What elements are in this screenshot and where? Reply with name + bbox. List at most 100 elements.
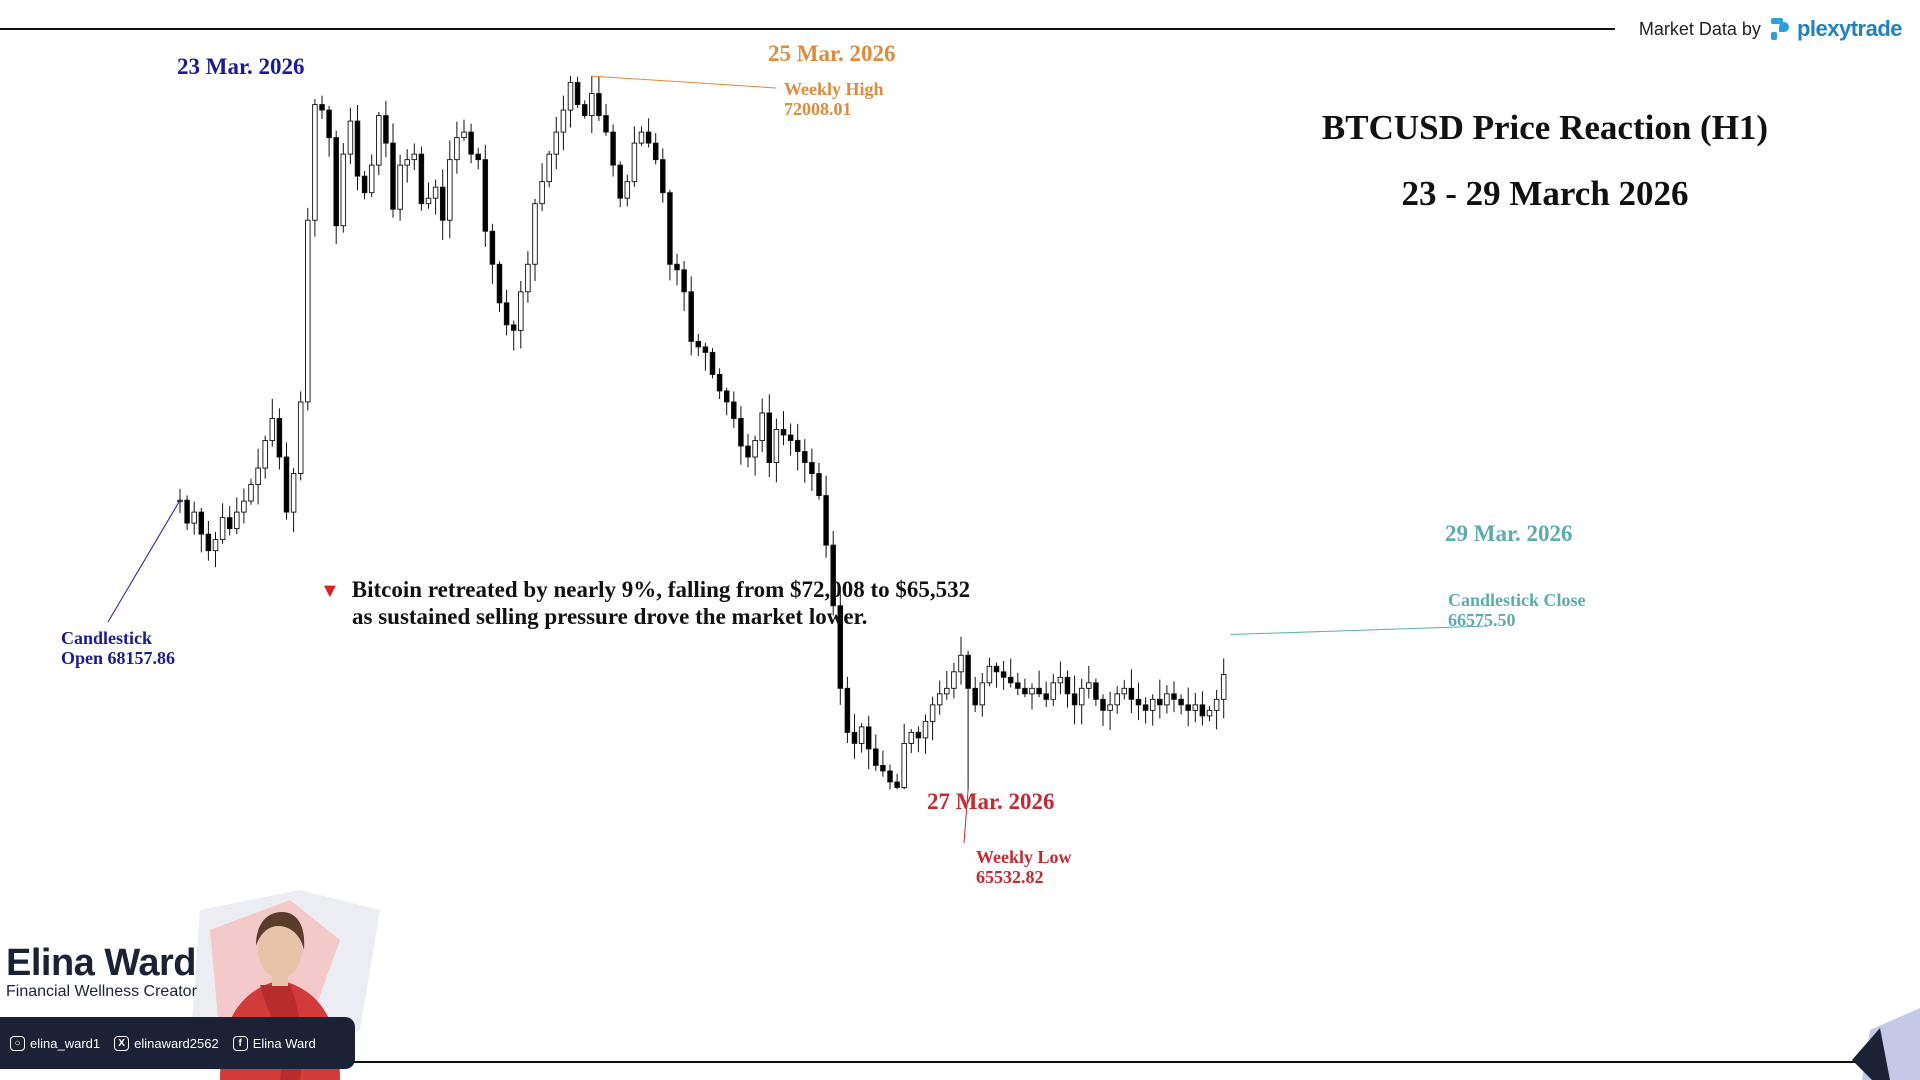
candle-body	[297, 401, 304, 475]
candle-body	[1022, 687, 1028, 695]
candle	[816, 463, 822, 500]
candle	[780, 411, 787, 446]
candle-body	[1114, 693, 1120, 706]
candle-body	[546, 153, 552, 183]
candle-body	[603, 115, 609, 133]
social-bar: ○ elina_ward1 X elinaward2562 f Elina Wa…	[0, 1017, 355, 1069]
candle-body	[1071, 693, 1078, 706]
candle	[823, 475, 829, 558]
candle-body	[532, 203, 538, 265]
candle-body	[418, 153, 425, 205]
candle	[880, 750, 886, 777]
candle-body	[1043, 693, 1049, 700]
candle	[376, 111, 382, 176]
candle-body	[667, 192, 673, 265]
candle-body	[496, 263, 503, 304]
candle-body	[489, 230, 496, 265]
candle	[1057, 661, 1064, 695]
candle-body	[1086, 682, 1092, 689]
candle	[1015, 672, 1021, 696]
candle-body	[816, 473, 822, 497]
candle-body	[802, 451, 808, 463]
candle-body	[1149, 698, 1156, 711]
candle	[297, 391, 304, 481]
candle	[439, 169, 446, 241]
candle-body	[1029, 687, 1035, 695]
high-value-label: 72008.01	[784, 99, 852, 119]
candle-body	[1164, 693, 1170, 706]
candle	[1135, 682, 1142, 721]
creator-name: Elina Ward	[6, 942, 196, 984]
candle	[1164, 685, 1170, 714]
candle-body	[837, 605, 844, 689]
candle	[1071, 675, 1078, 725]
candle	[936, 680, 943, 715]
social-instagram[interactable]: ○ elina_ward1	[10, 1035, 100, 1051]
candle	[915, 726, 922, 753]
candle-body	[510, 324, 517, 331]
candle-body	[184, 499, 190, 524]
candle-body	[1192, 704, 1199, 711]
candle-body	[219, 517, 226, 541]
candle	[1157, 679, 1163, 719]
candle	[688, 276, 694, 356]
candle	[695, 333, 702, 356]
candle-body	[234, 511, 240, 530]
candle	[1142, 697, 1149, 724]
candle	[787, 423, 794, 456]
candle-body	[461, 131, 467, 139]
close-caption-label: Candlestick Close	[1448, 590, 1586, 610]
top-rule	[0, 28, 1615, 30]
candle-body	[610, 131, 616, 166]
candle	[205, 520, 212, 561]
candle	[631, 126, 638, 187]
chart-subtitle: 23 - 29 March 2026	[1401, 174, 1689, 213]
candle	[503, 289, 510, 336]
candle	[1078, 678, 1085, 725]
candle	[305, 207, 311, 411]
social-facebook[interactable]: f Elina Ward	[232, 1035, 316, 1051]
candle	[887, 764, 893, 790]
candle	[851, 714, 858, 759]
candle-body	[574, 82, 581, 106]
candle-body	[1157, 698, 1163, 706]
candle	[986, 657, 993, 687]
candle-body	[1050, 682, 1057, 700]
candle-body	[1121, 687, 1128, 695]
candle	[496, 261, 503, 312]
candle	[1022, 678, 1028, 698]
candle-body	[809, 462, 815, 475]
candle	[702, 342, 709, 371]
candle	[255, 448, 261, 505]
candle-body	[368, 164, 375, 194]
candle	[965, 651, 971, 790]
candle-body	[1206, 709, 1213, 717]
candle	[418, 146, 425, 211]
brand-logo[interactable]: plexytrade	[1770, 16, 1903, 42]
high-leader-line	[591, 75, 777, 89]
candle-body	[255, 467, 261, 486]
candle-body	[383, 115, 389, 144]
candle-body	[354, 120, 361, 177]
candle-body	[248, 484, 254, 502]
candle	[617, 161, 623, 208]
candle-body	[276, 418, 283, 458]
candle	[432, 179, 439, 215]
candle-body	[695, 340, 702, 348]
candle	[525, 251, 531, 303]
x-icon: X	[114, 1035, 130, 1051]
candle	[652, 133, 659, 165]
candle-body	[858, 726, 865, 744]
candle	[809, 448, 815, 491]
candle-body	[993, 665, 1000, 673]
candle	[1007, 658, 1014, 688]
candle	[1093, 678, 1099, 706]
candle-body	[1007, 676, 1014, 684]
candle-body	[965, 654, 971, 689]
candle-body	[1185, 704, 1191, 711]
candle-body	[773, 429, 780, 463]
candle	[1043, 681, 1049, 708]
social-x[interactable]: X elinaward2562	[114, 1035, 219, 1051]
candle-body	[929, 704, 936, 722]
candle-body	[1064, 676, 1071, 695]
